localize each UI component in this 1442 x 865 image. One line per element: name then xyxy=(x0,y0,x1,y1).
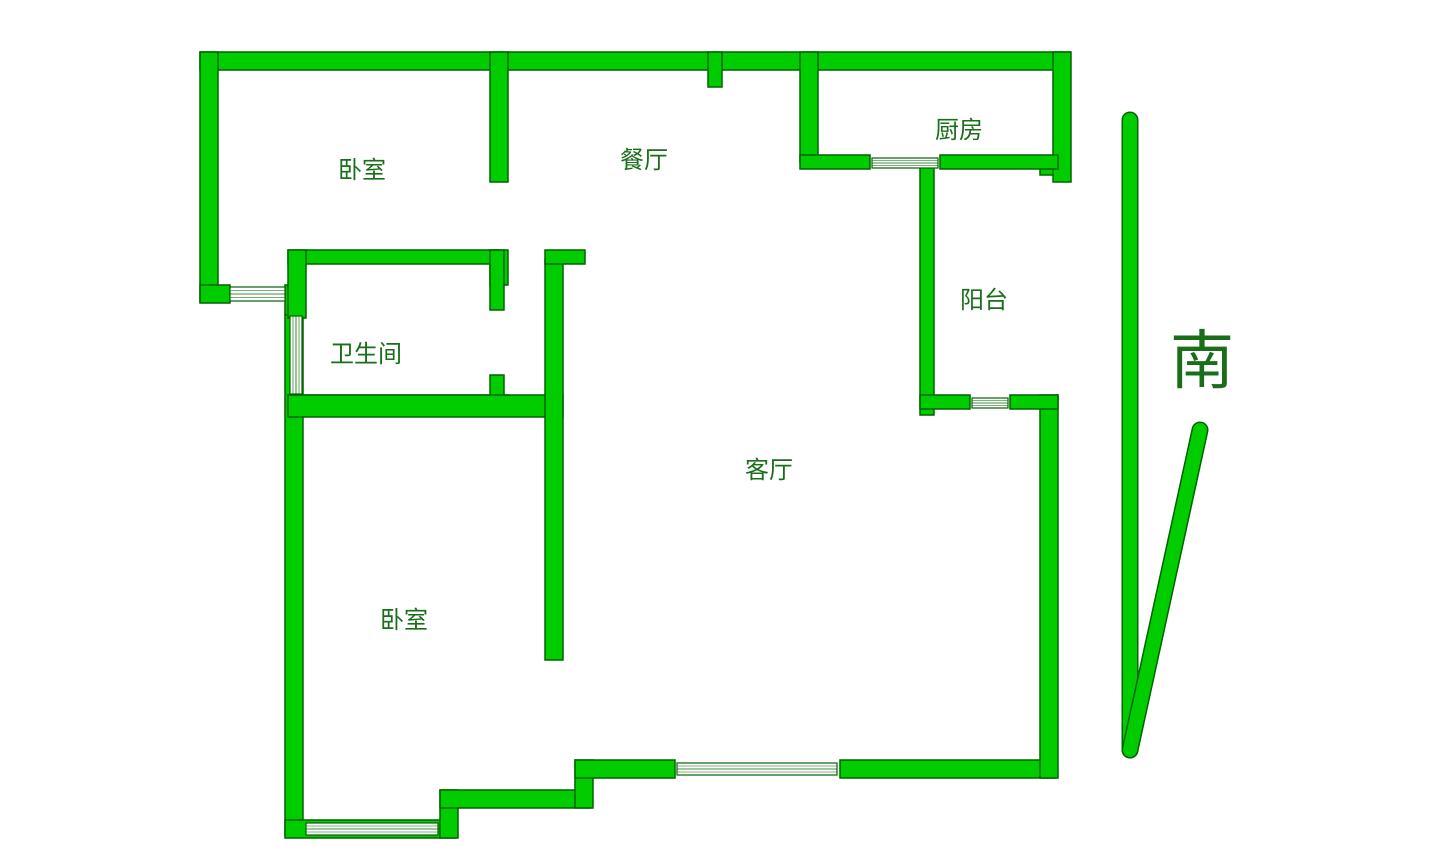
label-balcony: 阳台 xyxy=(960,280,1008,315)
label-bedroom1: 卧室 xyxy=(338,150,386,185)
label-dining: 餐厅 xyxy=(620,140,668,175)
label-bathroom: 卫生间 xyxy=(330,334,402,369)
label-living: 客厅 xyxy=(745,450,793,485)
label-compass: 南 xyxy=(1170,310,1234,402)
label-bedroom2: 卧室 xyxy=(380,600,428,635)
floorplan-canvas xyxy=(0,0,1442,865)
label-kitchen: 厨房 xyxy=(935,110,983,145)
